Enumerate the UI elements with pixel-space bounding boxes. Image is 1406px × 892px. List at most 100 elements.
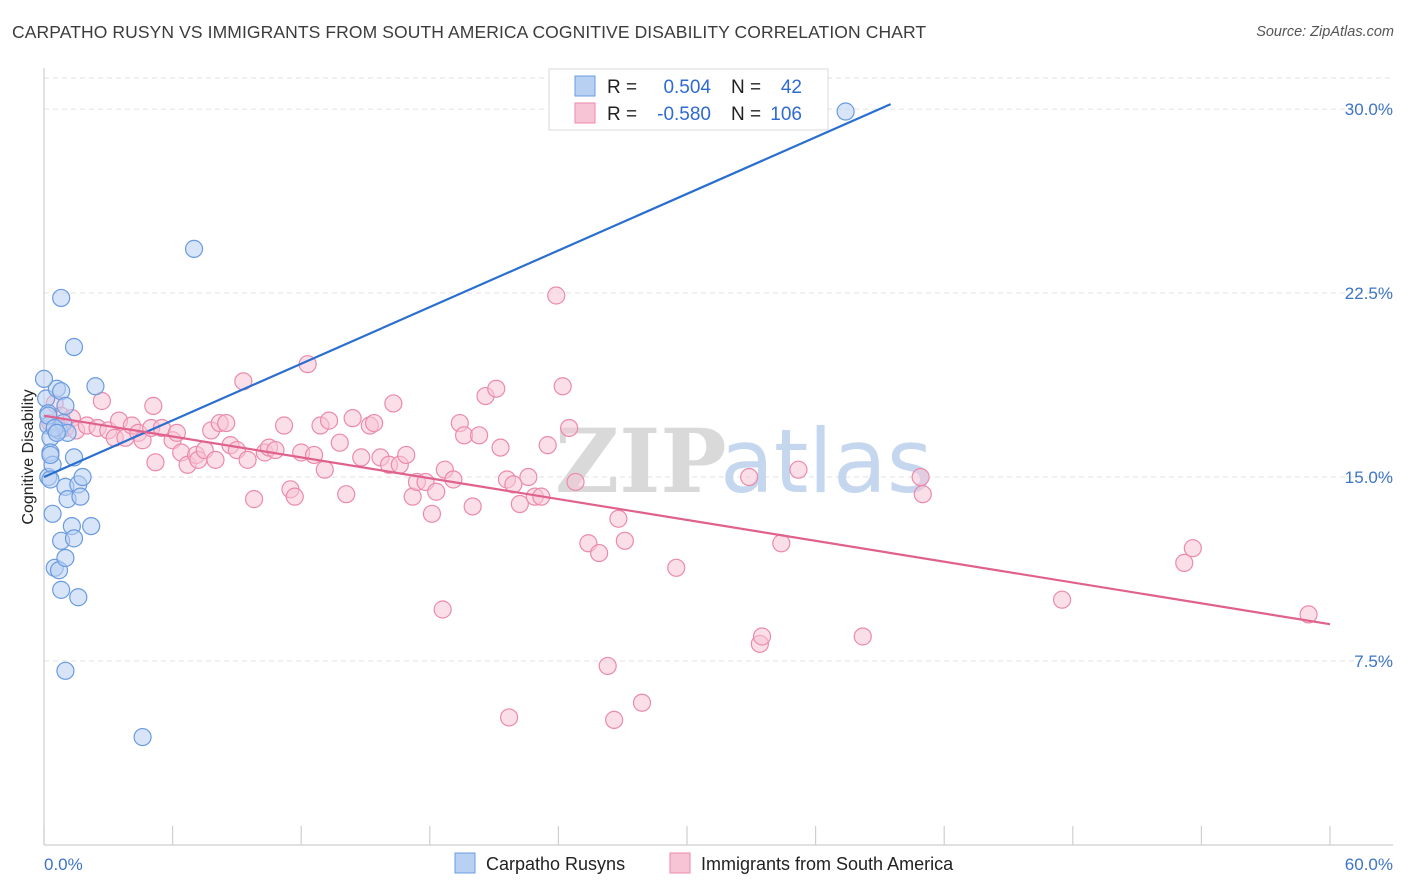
point-immigrants-south-america [615,531,634,550]
point-immigrants-south-america [330,433,349,452]
point-immigrants-south-america [337,485,356,504]
point-immigrants-south-america [397,445,416,465]
y-tick-labels: 7.5% 15.0% 22.5% 30.0% [1345,100,1393,671]
point-immigrants-south-america [911,467,930,487]
point-immigrants-south-america [553,377,572,396]
point-carpatho-rusyns [69,588,88,607]
gridlines [44,77,1393,662]
point-immigrants-south-america [146,453,165,472]
point-immigrants-south-america [315,460,334,479]
point-immigrants-south-america [266,440,285,460]
y-tick-label: 22.5% [1345,284,1393,303]
y-tick-label: 15.0% [1345,468,1393,487]
y-axis-label: Cognitive Disability [20,389,37,524]
point-immigrants-south-america [740,467,759,487]
point-immigrants-south-america [547,286,566,305]
point-immigrants-south-america [598,656,617,676]
point-immigrants-south-america [632,693,652,712]
series-legend-swatch-2 [669,852,691,874]
point-immigrants-south-america [1052,590,1072,609]
point-immigrants-south-america [364,413,384,433]
point-immigrants-south-america [244,490,264,509]
point-carpatho-rusyns [133,727,152,747]
point-carpatho-rusyns [56,396,75,415]
chart-title: CARPATHO RUSYN VS IMMIGRANTS FROM SOUTH … [12,22,927,42]
point-carpatho-rusyns [47,423,66,442]
legend-r-label-2: R = [607,104,637,125]
point-immigrants-south-america [1183,539,1202,558]
legend-r-label-1: R = [607,77,637,98]
point-immigrants-south-america [500,708,519,727]
point-immigrants-south-america [752,627,772,646]
series-legend-label-1: Carpatho Rusyns [486,854,625,874]
legend-swatch-pink [574,102,596,124]
watermark-atlas: atlas [720,410,933,513]
point-carpatho-rusyns [73,467,92,487]
point-immigrants-south-america [566,472,585,492]
point-immigrants-south-america [469,426,489,445]
data-points [34,102,1318,747]
point-immigrants-south-america [274,416,294,435]
trend-line-carpatho-rusyns [43,103,892,479]
point-immigrants-south-america [352,448,371,467]
point-immigrants-south-america [422,504,442,523]
series-legend: Carpatho Rusyns Immigrants from South Am… [454,852,954,874]
point-immigrants-south-america [605,710,624,729]
series-legend-swatch-1 [454,852,476,874]
legend-n-label-2: N = [731,104,761,125]
point-immigrants-south-america [319,411,339,430]
point-immigrants-south-america [913,485,932,504]
point-immigrants-south-america [463,497,482,516]
legend-n-value-2: 106 [770,104,802,125]
x-tick-label-max: 60.0% [1345,855,1393,874]
point-immigrants-south-america [217,413,236,433]
trend-line-immigrants-south-america [43,414,1331,626]
point-immigrants-south-america [427,482,446,501]
point-immigrants-south-america [144,396,163,415]
point-immigrants-south-america [538,436,557,455]
point-carpatho-rusyns [43,504,62,523]
point-immigrants-south-america [285,487,304,506]
point-immigrants-south-america [1299,605,1318,624]
point-immigrants-south-america [1175,553,1194,572]
point-carpatho-rusyns [56,548,75,568]
point-immigrants-south-america [560,418,579,438]
point-immigrants-south-america [491,438,510,457]
legend-r-value-1: 0.504 [663,77,711,98]
point-immigrants-south-america [853,627,872,646]
point-immigrants-south-america [384,394,403,413]
point-immigrants-south-america [238,450,257,469]
point-carpatho-rusyns [71,487,90,506]
y-tick-label: 30.0% [1345,100,1393,119]
x-tick-label-min: 0.0% [44,855,83,874]
point-carpatho-rusyns [64,337,84,357]
point-carpatho-rusyns [56,661,75,680]
point-immigrants-south-america [343,409,362,428]
point-immigrants-south-america [487,379,506,398]
point-carpatho-rusyns [82,516,101,536]
legend-swatch-blue [574,75,596,97]
point-immigrants-south-america [444,470,463,489]
point-immigrants-south-america [667,558,686,577]
point-immigrants-south-america [590,543,609,563]
point-carpatho-rusyns [836,102,855,121]
point-carpatho-rusyns [86,377,105,396]
point-immigrants-south-america [510,494,529,514]
point-immigrants-south-america [433,600,452,619]
legend-n-label-1: N = [731,77,761,98]
legend-n-value-1: 42 [781,77,802,98]
point-carpatho-rusyns [34,369,54,389]
watermark: ZIP atlas [555,409,933,513]
point-carpatho-rusyns [64,529,84,548]
series-legend-label-2: Immigrants from South America [701,854,954,874]
point-carpatho-rusyns [52,580,71,599]
point-carpatho-rusyns [184,239,204,258]
watermark-zip: ZIP [555,409,727,513]
point-immigrants-south-america [609,509,628,528]
point-carpatho-rusyns [41,445,60,465]
y-tick-label: 7.5% [1354,652,1393,671]
source-label: Source: ZipAtlas.com [1256,24,1394,40]
point-immigrants-south-america [519,467,538,487]
point-immigrants-south-america [206,450,225,469]
